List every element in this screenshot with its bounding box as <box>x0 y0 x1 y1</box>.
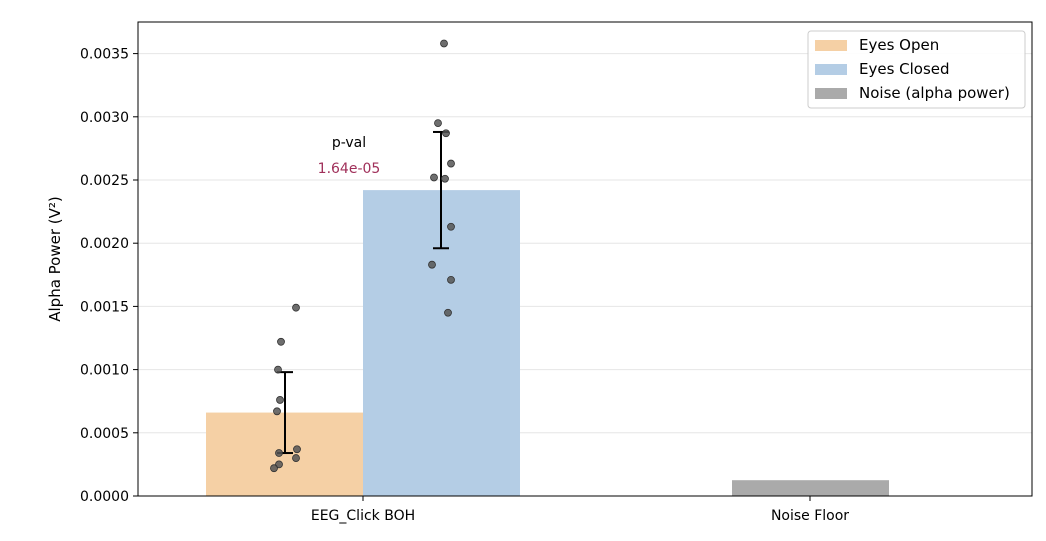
data-point <box>434 119 442 128</box>
y-tick-label: 0.0025 <box>80 173 129 189</box>
legend-swatch <box>815 64 847 75</box>
data-point <box>447 222 455 231</box>
data-point <box>428 260 436 269</box>
data-point <box>447 159 455 168</box>
y-tick-label: 0.0000 <box>80 489 129 505</box>
legend-swatch <box>815 88 847 99</box>
data-point <box>442 129 450 138</box>
data-point <box>447 275 455 284</box>
data-points <box>270 39 455 473</box>
legend: Eyes Open Eyes Closed Noise (alpha power) <box>807 30 1026 109</box>
legend-swatch <box>815 40 847 51</box>
data-point <box>293 445 301 454</box>
bar-noise-alpha-power- <box>732 480 889 496</box>
pval-label: p-val <box>332 135 366 151</box>
y-tick-label: 0.0005 <box>80 426 129 442</box>
legend-label: Noise (alpha power) <box>859 84 1010 102</box>
data-point <box>441 174 449 183</box>
y-tick-label: 0.0010 <box>80 363 129 379</box>
plot-frame <box>137 21 1033 497</box>
data-point <box>277 337 285 346</box>
y-axis-ticks: 0.0000 0.0005 0.0010 0.0015 0.0020 0.0025 0.00… <box>80 47 138 505</box>
legend-label: Eyes Open <box>859 36 939 54</box>
y-tick-label: 0.0015 <box>80 299 129 315</box>
x-tick-label: Noise Floor <box>771 508 849 524</box>
y-tick-label: 0.0020 <box>80 236 129 252</box>
y-axis-label: Alpha Power (V²) <box>46 196 64 322</box>
data-point <box>444 308 452 317</box>
legend-box <box>807 30 1026 109</box>
pval-value: 1.64e-05 <box>318 161 381 177</box>
data-point <box>275 449 283 457</box>
data-point <box>292 454 300 462</box>
x-tick-label: EEG_Click BOH <box>311 508 415 524</box>
data-point <box>430 173 438 182</box>
data-point <box>292 303 300 312</box>
bars <box>206 190 889 496</box>
data-point <box>274 365 282 374</box>
x-axis-ticks: EEG_Click BOH Noise Floor <box>311 496 849 524</box>
data-point <box>273 407 281 416</box>
y-tick-label: 0.0035 <box>80 47 129 63</box>
y-tick-label: 0.0030 <box>80 110 129 126</box>
data-point <box>440 39 448 48</box>
data-point <box>276 396 284 404</box>
legend-label: Eyes Closed <box>859 60 950 78</box>
data-point <box>270 464 278 473</box>
